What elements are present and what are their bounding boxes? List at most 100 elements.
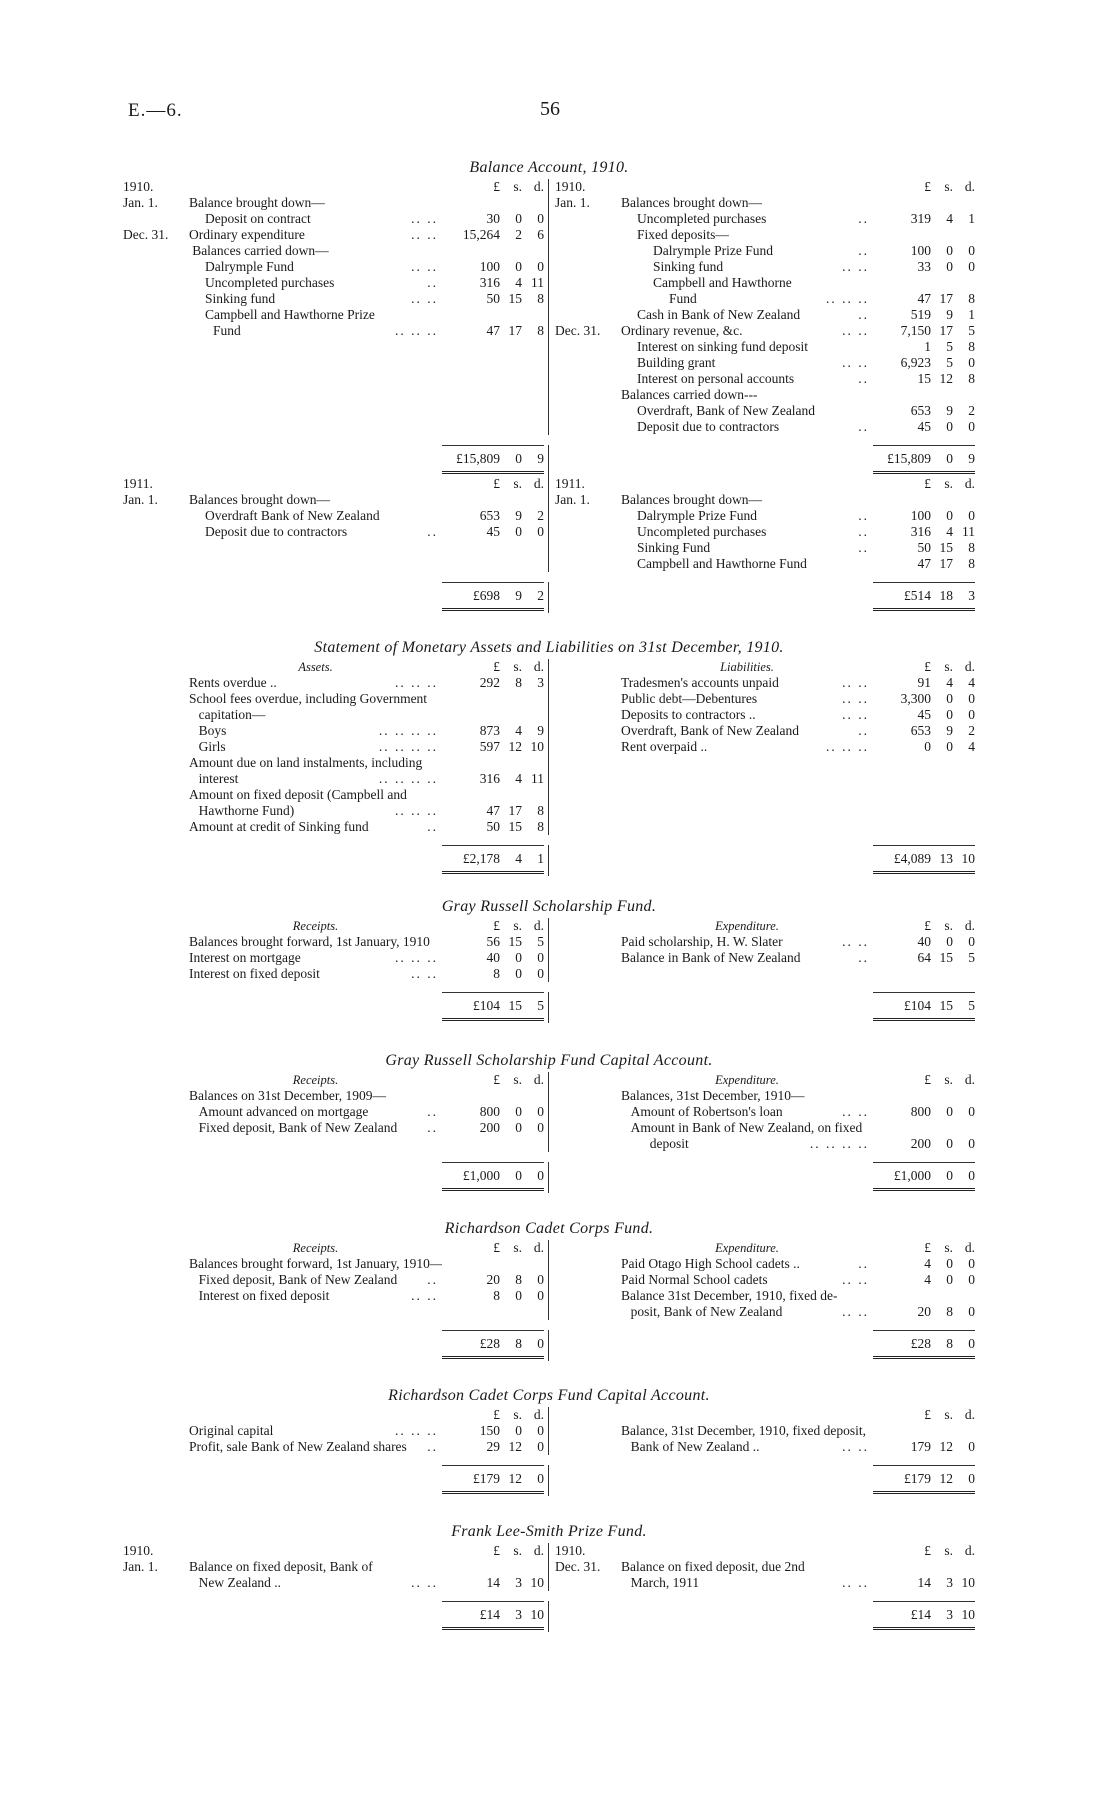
total-amount: £179 12 0 [442,1465,544,1494]
column-header-row: 1910. £ s. d. [123,179,544,195]
total-shillings: 3 [946,1607,953,1622]
dot-leader [815,403,873,419]
ledger-row: Uncompleted purchases.. 316 4 11 [123,275,544,291]
entry-date [555,307,621,323]
amount-pence [522,243,544,259]
column-heading: Expenditure. [715,919,779,933]
dot-leader [866,1423,873,1439]
entry-description: Balances carried down--- [621,387,873,403]
dot-leader: .. .. .. [395,950,438,965]
dot-leader: .. .. [411,1288,438,1303]
entry-date: Jan. 1. [123,1559,158,1574]
amount-shillings [931,1423,953,1439]
entry-label: Hawthorne Fund) [198,803,295,818]
amount-pence: 0 [968,1272,975,1287]
entry-description: Uncompleted purchases.. [621,524,873,540]
ledger-row: Deposit due to contractors.. 45 0 0 [555,419,975,435]
section-title: Statement of Monetary Assets and Liabili… [314,639,784,656]
column-heading [621,1543,873,1559]
dot-leader: .. .. .. [395,675,438,690]
entry-label: Public debt—Debentures [621,691,758,706]
amount-pence [953,492,975,508]
entry-date [123,739,189,755]
entry-description: Balances brought forward, 1st January, 1… [189,1256,442,1272]
entry-description: Sinking fund .. .. [621,259,873,275]
amount-pence: 6 [537,227,544,242]
dot-leader: .. [427,1120,438,1135]
total-shillings: 12 [508,1471,523,1486]
total-pence: 0 [537,1168,544,1183]
entry-description: Building grant .. .. [621,355,873,371]
currency-label: £ [924,1072,931,1087]
amount-pounds: 20 [917,1304,932,1319]
amount-pence [953,227,975,243]
entry-description: Cash in Bank of New Zealand.. [621,307,873,323]
entry-label: interest [198,771,239,786]
dot-leader: .. .. [842,707,869,722]
dot-leader: .. [858,508,869,523]
amount-pence [953,1088,975,1104]
ledger-row: Sinking Fund.. 50 15 8 [555,540,975,556]
entry-label: Cash in Bank of New Zealand [637,307,801,322]
entry-description: Amount in Bank of New Zealand, on fixed [621,1120,873,1136]
entry-description: Amount of Robertson's loan .. .. [621,1104,873,1120]
ledger-row: Overdraft Bank of New Zealand 653 9 2 [123,508,544,524]
entry-description: Dalrymple Prize Fund.. [621,243,873,259]
entry-date: Dec. 31. [555,1559,601,1574]
amount-shillings: 0 [515,966,522,981]
amount-shillings: 0 [515,950,522,965]
entry-date [555,259,621,275]
account-columns: 1910. £ s. d. Jan. 1. Balance on fixed deposi… [123,1543,975,1591]
amount-shillings: 0 [946,739,953,754]
ledger-row: Interest on sinking fund deposit 1 5 8 [555,339,975,355]
amount-pounds [873,1559,931,1575]
totals-row: £104 15 5 £104 15 5 [123,992,975,1023]
ledger-row: Rent overpaid .... .. .. 0 0 4 [555,739,975,755]
entry-label: New Zealand .. [198,1575,282,1590]
currency-label: £ [493,476,500,491]
left-total-cell: £2,178 4 1 [123,845,549,876]
total-amount: £14 3 10 [442,1601,544,1630]
amount-pounds [442,243,500,259]
column-header-row: 1910. £ s. d. [123,1543,544,1559]
year-label [555,918,621,934]
dot-leader: .. .. [842,1104,869,1119]
amount-pence [522,307,544,323]
dot-leader: .. .. [842,1575,869,1590]
total-shillings: 4 [515,851,522,866]
amount-pounds [442,787,500,803]
blank-row [123,387,544,403]
amount-pence: 0 [537,1288,544,1303]
dot-leader [375,307,442,323]
amount-shillings [931,1559,953,1575]
entry-label: Amount in Bank of New Zealand, on fixed [630,1120,863,1135]
dot-leader [805,1559,873,1575]
currency-label: d. [533,1240,544,1255]
entry-label: Balances brought down— [621,492,762,507]
account-section: Richardson Cadet Corps Fund. Receipts. £ s.… [123,1219,975,1361]
amount-pence: 5 [968,323,975,338]
dot-leader: .. .. [842,355,869,370]
amount-pence: 0 [968,691,975,706]
entry-description: Dalrymple Prize Fund.. [621,508,873,524]
ledger-row: Jan. 1. Balances brought down— [555,195,975,211]
amount-pence [522,1256,544,1272]
year-label [555,659,621,675]
entry-label: Sinking Fund [637,540,711,555]
entry-label: Rent overpaid .. [621,739,708,754]
totals-row: £2,178 4 1 £4,089 13 10 [123,845,975,876]
currency-label: d. [964,179,975,194]
dot-leader: .. .. [842,1304,869,1319]
account-columns: 1910. £ s. d. Jan. 1. Balance brought down— De… [123,179,975,435]
entry-date [555,1272,621,1288]
entry-date [123,508,189,524]
entry-description: Fixed deposit, Bank of New Zealand.. [189,1272,442,1288]
amount-pounds: 200 [910,1136,931,1151]
right-column: 1910. £ s. d. Jan. 1. Balances brought down— U… [549,179,975,435]
entry-label: deposit [649,1136,689,1151]
ledger-row: Paid Otago High School cadets .... 4 0 0 [555,1256,975,1272]
amount-pounds [442,1088,500,1104]
entry-label: Uncompleted purchases [205,275,335,290]
left-column: 1911. £ s. d. Jan. 1. Balances brought down— O… [123,476,549,572]
amount-shillings [500,1559,522,1575]
